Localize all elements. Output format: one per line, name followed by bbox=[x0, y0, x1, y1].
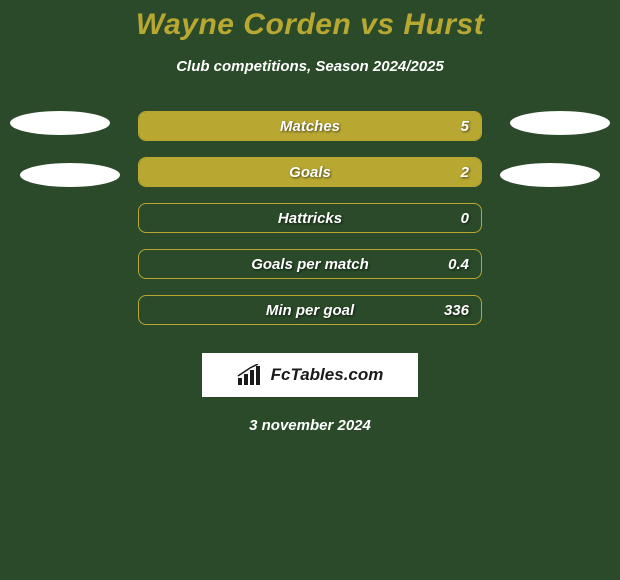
stat-value: 336 bbox=[444, 302, 469, 319]
page-subtitle: Club competitions, Season 2024/2025 bbox=[0, 58, 620, 75]
stat-value: 0 bbox=[461, 210, 469, 227]
stat-bars: Matches 5 Goals 2 Hattricks 0 Goals per … bbox=[138, 111, 482, 325]
stat-bar-goals: Goals 2 bbox=[138, 157, 482, 187]
stat-label: Hattricks bbox=[278, 210, 342, 227]
page-title: Wayne Corden vs Hurst bbox=[0, 8, 620, 42]
player-disc-left-top bbox=[10, 111, 110, 135]
stat-label: Min per goal bbox=[266, 302, 354, 319]
stats-area: Matches 5 Goals 2 Hattricks 0 Goals per … bbox=[0, 111, 620, 325]
main-container: Wayne Corden vs Hurst Club competitions,… bbox=[0, 0, 620, 434]
stat-value: 5 bbox=[461, 118, 469, 135]
player-disc-right-top bbox=[510, 111, 610, 135]
player-disc-left-bottom bbox=[20, 163, 120, 187]
stat-bar-matches: Matches 5 bbox=[138, 111, 482, 141]
logo-box[interactable]: FcTables.com bbox=[202, 353, 418, 397]
stat-bar-goals-per-match: Goals per match 0.4 bbox=[138, 249, 482, 279]
date-label: 3 november 2024 bbox=[0, 417, 620, 434]
logo-text: FcTables.com bbox=[271, 365, 384, 385]
stat-label: Goals bbox=[289, 164, 331, 181]
stat-value: 0.4 bbox=[448, 256, 469, 273]
bar-chart-icon bbox=[237, 364, 265, 386]
stat-label: Matches bbox=[280, 118, 340, 135]
stat-bar-hattricks: Hattricks 0 bbox=[138, 203, 482, 233]
stat-label: Goals per match bbox=[251, 256, 369, 273]
stat-bar-min-per-goal: Min per goal 336 bbox=[138, 295, 482, 325]
stat-value: 2 bbox=[461, 164, 469, 181]
player-disc-right-bottom bbox=[500, 163, 600, 187]
